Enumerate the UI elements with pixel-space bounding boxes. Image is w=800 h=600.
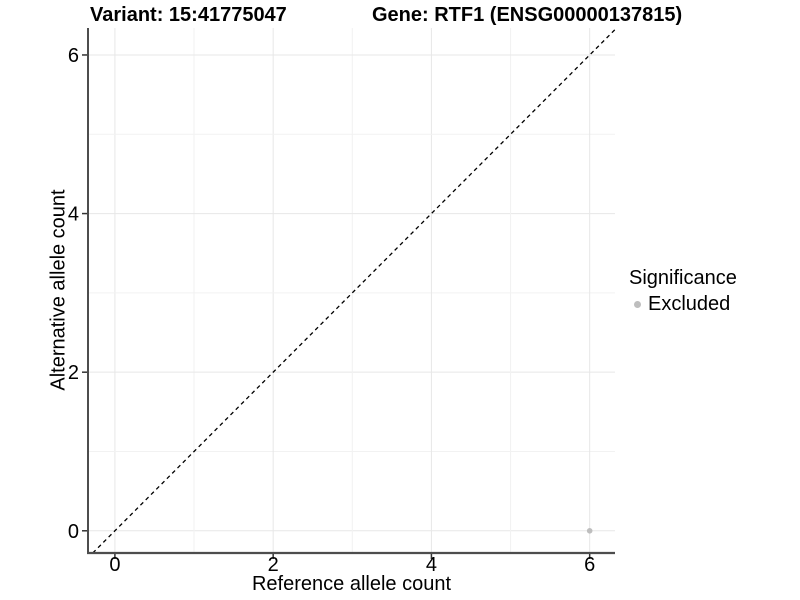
x-tick-label: 4 — [426, 554, 437, 576]
y-tick-label: 2 — [68, 362, 79, 384]
legend-title: Significance — [629, 267, 737, 289]
excluded-point-icon — [634, 300, 641, 308]
gene-title: Gene: RTF1 (ENSG00000137815) — [372, 4, 683, 26]
x-tick-label: 2 — [268, 554, 279, 576]
legend: Significance Excluded — [629, 266, 737, 315]
y-tick-label: 0 — [68, 521, 79, 543]
y-tick-label: 6 — [68, 45, 79, 67]
x-tick-label: 6 — [584, 554, 595, 576]
y-tick-label: 4 — [68, 204, 79, 226]
identity-dashed-line — [92, 29, 616, 554]
legend-item-excluded: Excluded — [629, 293, 737, 315]
data-point — [586, 527, 593, 534]
variant-title: Variant: 15:41775047 — [90, 4, 287, 26]
legend-item-label: Excluded — [648, 293, 731, 315]
x-tick-label: 0 — [109, 554, 120, 576]
y-axis-title: Alternative allele count — [47, 189, 70, 391]
x-axis-title: Reference allele count — [251, 573, 451, 595]
